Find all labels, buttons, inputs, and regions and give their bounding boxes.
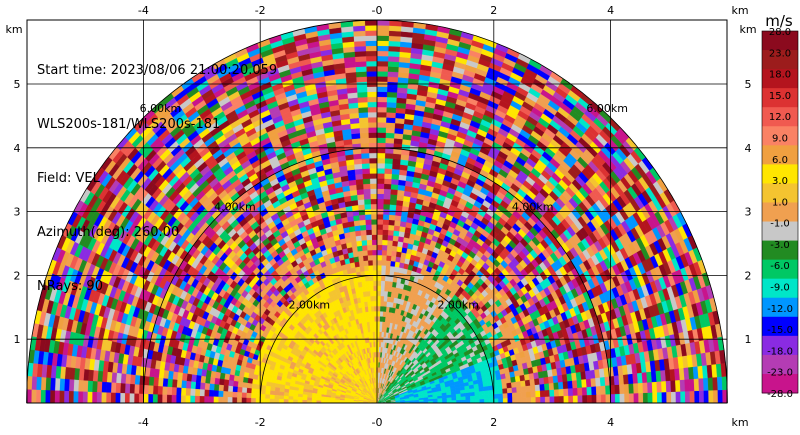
- range-ring-label: 6.00km: [140, 102, 182, 115]
- plot-frame: [26, 19, 728, 404]
- colorbar-segment: [762, 107, 798, 127]
- colorbar-tick-label: -9.0: [770, 283, 790, 294]
- colorbar-segment: [762, 335, 798, 356]
- colorbar-tick-label: 12.0: [769, 112, 791, 123]
- y-tick-label-right: 1: [745, 333, 752, 346]
- y-tick-label-right: 4: [745, 142, 752, 155]
- x-tick-label-bottom: -4: [138, 416, 149, 429]
- colorbar-tick-label: -18.0: [767, 346, 793, 357]
- colorbar-segment: [762, 221, 798, 242]
- colorbar-segment: [762, 278, 798, 299]
- x-tick-label-bottom: 4: [607, 416, 614, 429]
- colorbar-tick-label: -12.0: [767, 304, 793, 315]
- info-box: Start time: 2023/08/06 21:00:20.059 WLS2…: [37, 26, 277, 314]
- colorbar-segment: [762, 259, 798, 280]
- colorbar-tick-label: -23.0: [767, 368, 793, 379]
- colorbar-segment: [762, 31, 798, 51]
- colorbar-unit-label: m/s: [765, 12, 793, 30]
- colorbar-segment: [762, 240, 798, 261]
- x-tick-label-top: -0: [372, 4, 383, 17]
- colorbar-segment: [762, 145, 798, 165]
- y-tick-label-right: 2: [745, 269, 752, 282]
- x-unit-bottom: km: [731, 416, 748, 429]
- instrument-text: WLS200s-181/WLS200s-181: [37, 117, 221, 132]
- velocity-cells: [26, 19, 728, 404]
- colorbar: 28.0 23.0 18.0 15.0 12.0 9.0 6.0 3.0 1.0 -1.0 -3.0…: [761, 12, 799, 400]
- colorbar-segment: [762, 164, 798, 184]
- colorbar-tick-label: -1.0: [770, 219, 790, 230]
- colorbar-segment: [762, 69, 798, 89]
- y-tick-label-left: 5: [14, 78, 21, 91]
- azimuth-text: Azimuth(deg): 260.00: [37, 225, 180, 240]
- start-time-text: Start time: 2023/08/06 21:00:20.059: [37, 63, 278, 78]
- colorbar-tick-label: 23.0: [769, 48, 791, 59]
- x-tick-label-top: 2: [490, 4, 497, 17]
- colorbar-tick-label: 28.0: [769, 27, 791, 38]
- y-tick-label-left: 1: [14, 333, 21, 346]
- x-unit-top: km: [731, 4, 748, 17]
- range-ring: [143, 147, 611, 404]
- range-ring-label: 2.00km: [437, 299, 479, 312]
- colorbar-tick-label: -6.0: [770, 261, 790, 272]
- nrays-text: NRays: 90: [37, 279, 103, 294]
- range-ring-label: 4.00km: [512, 200, 554, 213]
- colorbar-segment: [762, 202, 798, 223]
- x-tick-label-top: -4: [138, 4, 149, 17]
- y-tick-label-left: 2: [14, 269, 21, 282]
- y-unit-left: km: [5, 23, 22, 36]
- range-ring-label: 2.00km: [289, 299, 331, 312]
- colorbar-tick-label: 6.0: [772, 155, 788, 166]
- y-tick-label-right: 3: [745, 206, 752, 219]
- y-tick-label-right: 5: [745, 78, 752, 91]
- colorbar-segment: [762, 183, 798, 203]
- colorbar-tick-label: -3.0: [770, 240, 790, 251]
- colorbar-tick-label: 9.0: [772, 133, 788, 144]
- colorbar-frame: [761, 30, 799, 394]
- x-tick-label-bottom: -2: [255, 416, 266, 429]
- field-text: Field: VEL: [37, 171, 100, 186]
- colorbar-tick-label: 1.0: [772, 197, 788, 208]
- colorbar-tick-label: 15.0: [769, 91, 791, 102]
- colorbar-segment: [762, 373, 798, 394]
- colorbar-segment: [762, 88, 798, 108]
- y-unit-right: km: [739, 23, 756, 36]
- colorbar-tick-label: -15.0: [767, 325, 793, 336]
- colorbar-segment: [762, 297, 798, 318]
- colorbar-tick-label: 3.0: [772, 176, 788, 187]
- colorbar-tick-label: -28.0: [767, 389, 793, 400]
- x-tick-label-top: 4: [607, 4, 614, 17]
- x-tick-label-bottom: 2: [490, 416, 497, 429]
- colorbar-segment: [762, 316, 798, 337]
- colorbar-segment: [762, 354, 798, 375]
- colorbar-tick-label: 18.0: [769, 70, 791, 81]
- colorbar-segment: [762, 50, 798, 70]
- range-ring-label: 4.00km: [214, 200, 256, 213]
- range-ring: [259, 275, 495, 404]
- x-tick-label-bottom: -0: [372, 416, 383, 429]
- colorbar-segment: [762, 126, 798, 146]
- y-tick-label-left: 3: [14, 206, 21, 219]
- range-ring-label: 6.00km: [586, 102, 628, 115]
- y-tick-label-left: 4: [14, 142, 21, 155]
- x-tick-label-top: -2: [255, 4, 266, 17]
